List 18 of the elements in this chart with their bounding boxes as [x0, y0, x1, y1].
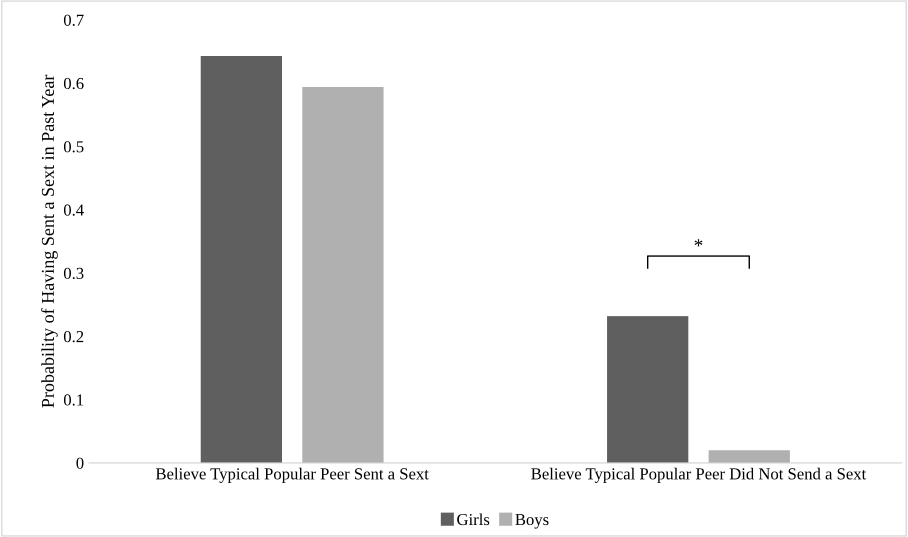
y-axis-title: Probability of Having Sent a Sext in Past Year [41, 74, 58, 408]
bar [200, 56, 282, 463]
x-tick-label: Believe Typical Popular Peer Did Not Send a Sext [531, 468, 866, 483]
y-tick-label: 0.4 [64, 204, 84, 216]
y-tick-label: 0.3 [64, 268, 84, 280]
legend-label: Girls [457, 513, 490, 526]
bar [302, 86, 384, 463]
annotation: * [694, 239, 702, 246]
y-tick-label: 0.7 [64, 14, 84, 26]
x-tick-label: Believe Typical Popular Peer Sent a Sext [156, 468, 429, 483]
bar [708, 450, 790, 463]
y-tick-label: 0.6 [64, 78, 84, 90]
y-tick-label: 0.5 [64, 141, 84, 152]
bar [607, 316, 688, 463]
legend-label: Boys [515, 514, 549, 529]
y-tick-label: 0.2 [64, 331, 84, 342]
y-tick-label: 0 [76, 458, 84, 469]
y-tick-label: 0.1 [64, 394, 84, 406]
